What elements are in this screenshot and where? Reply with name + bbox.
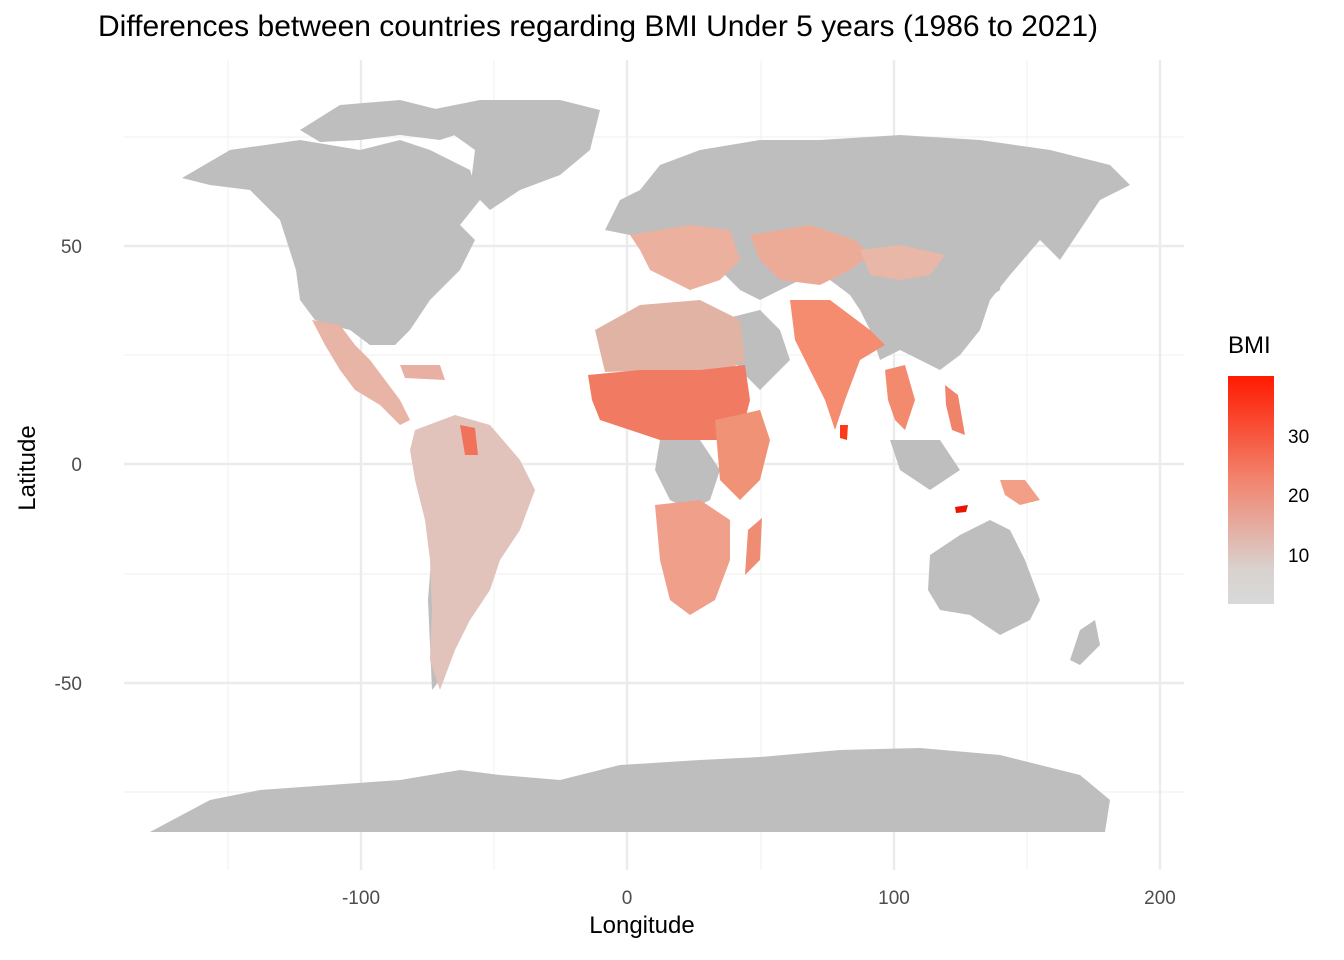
legend-tick-labels: 30 20 10 [1288,427,1309,567]
x-tick-label: 100 [878,888,910,909]
x-tick-label: 0 [622,888,633,909]
canadian-archipelago [300,100,470,142]
borneo-sumatra [890,440,960,490]
y-axis-label: Latitude [14,425,41,511]
papua-new-guinea [1000,480,1040,505]
north-america [182,140,480,345]
y-tick-label: -50 [55,674,82,695]
legend-tick-label: 30 [1288,427,1309,448]
y-axis-ticks: 50 0 -50 [55,237,82,695]
x-axis-ticks: -100 0 100 200 [342,888,1176,909]
caribbean [400,365,445,380]
australia [928,520,1040,635]
japan [985,250,1005,300]
land-no-data [150,100,1130,832]
south-asia [790,300,885,430]
legend-tick-label: 10 [1288,546,1309,567]
philippines [945,385,965,435]
mongolia [860,245,945,280]
north-africa [595,300,745,375]
new-zealand [1070,620,1100,665]
east-africa [715,410,770,500]
y-tick-label: 0 [71,455,82,476]
legend-colorbar [1228,376,1274,604]
greenland [430,100,600,210]
guianas [460,425,478,455]
antarctica [150,748,1110,832]
madagascar [745,518,762,575]
legend-tick-label: 20 [1288,486,1309,507]
chart-title: Differences between countries regarding … [98,10,1099,43]
central-africa-no-data [655,440,720,510]
southeast-asia [885,365,915,430]
x-axis-label: Longitude [589,912,695,939]
central-asia [750,225,870,285]
legend-title: BMI [1228,332,1271,359]
land-with-data [312,225,1040,690]
south-america [410,415,535,690]
eastern-europe [630,225,740,290]
southern-africa [655,500,730,615]
sahel-west-africa [588,365,750,440]
x-tick-label: 200 [1144,888,1176,909]
y-tick-label: 50 [61,237,82,258]
sri-lanka [840,425,848,440]
timor-leste [955,505,968,513]
mexico-central-america [312,320,410,425]
x-tick-label: -100 [342,888,380,909]
